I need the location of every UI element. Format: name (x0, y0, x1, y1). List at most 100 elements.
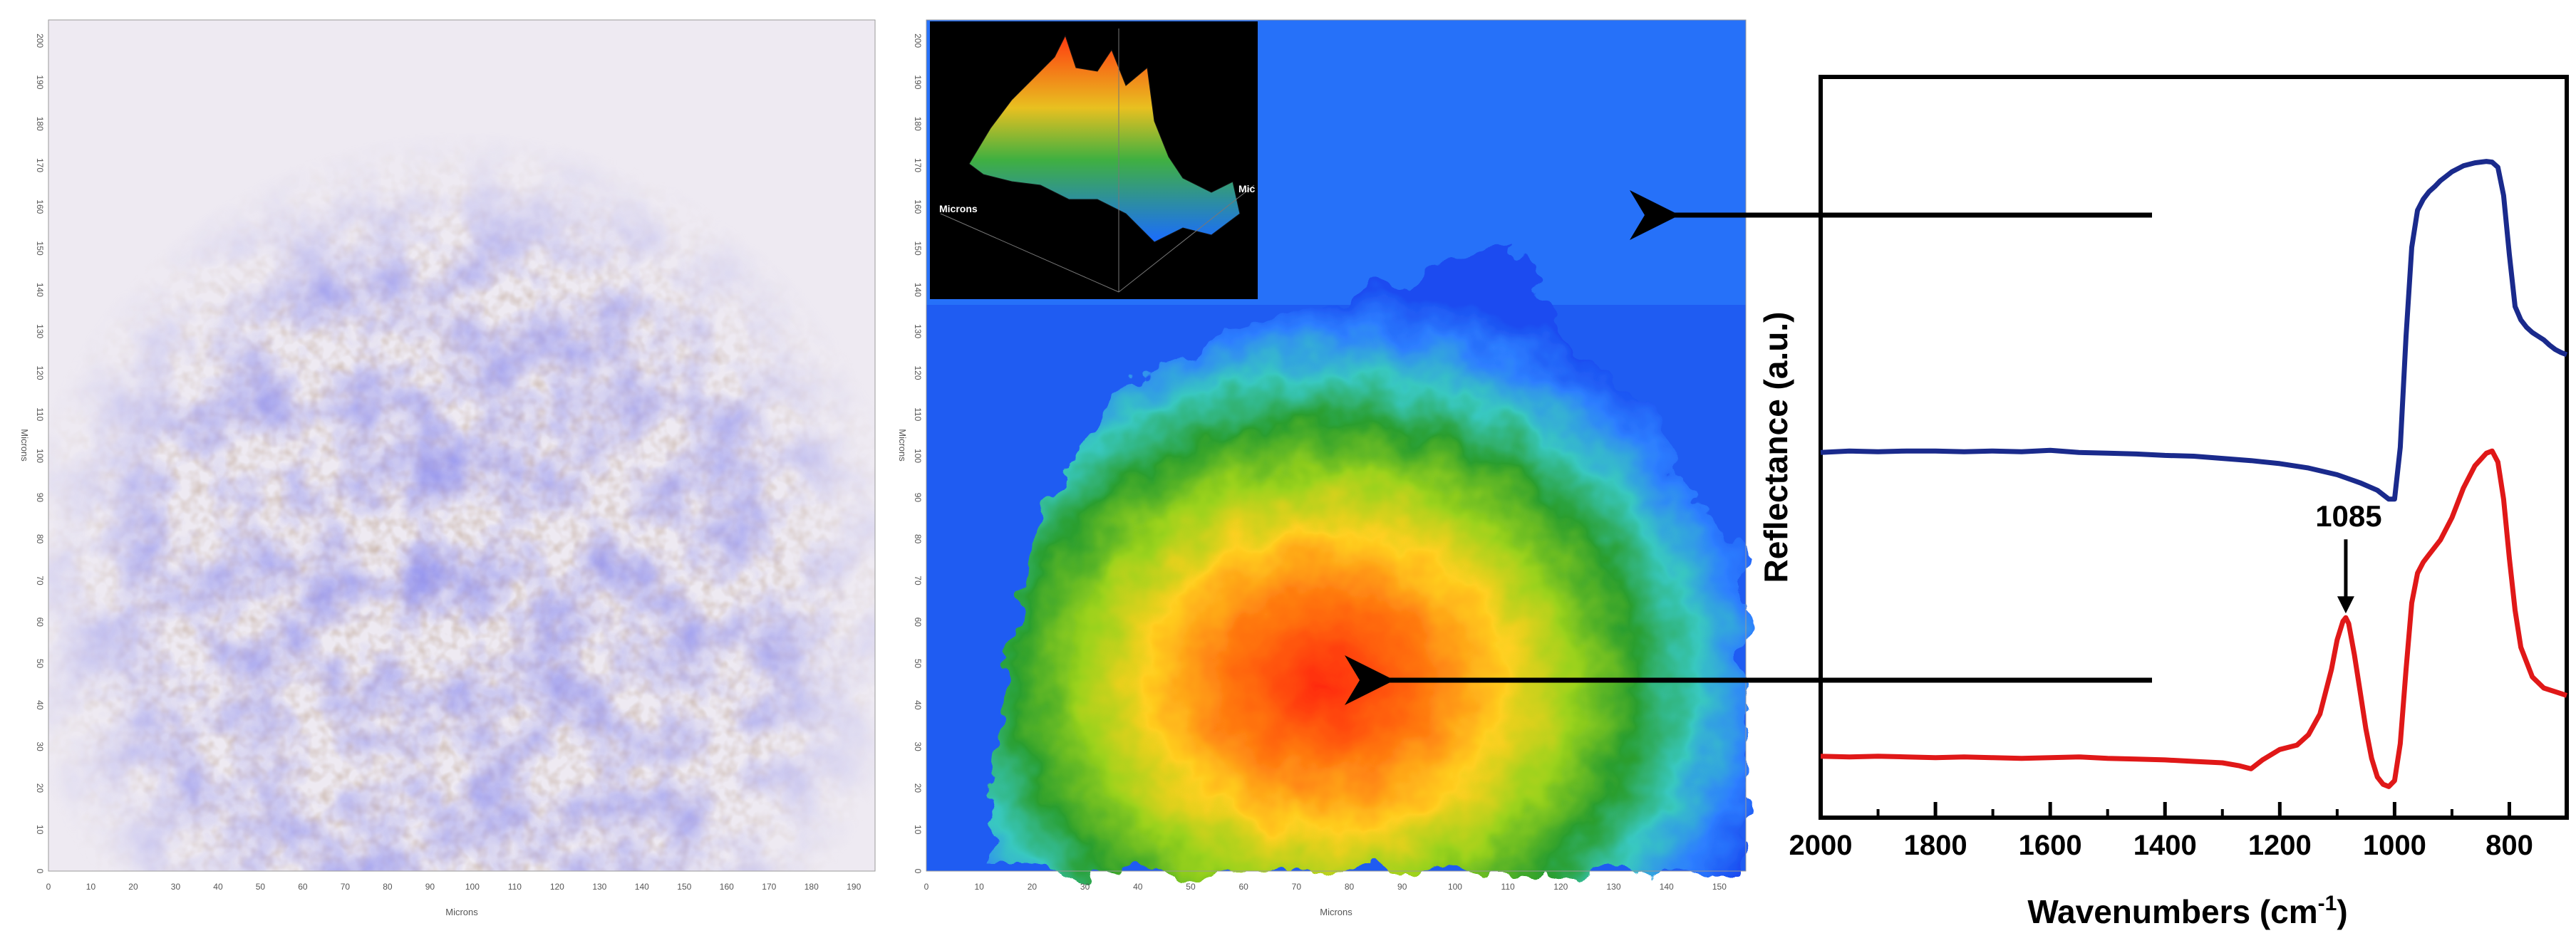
y-tick-label: 90 (913, 493, 923, 503)
x-tick-label: 0 (924, 882, 929, 892)
x-tick-label: 130 (592, 882, 606, 892)
y-tick-label: 120 (35, 365, 45, 380)
x-tick-label: 140 (635, 882, 649, 892)
x-tick-label: 90 (1397, 882, 1407, 892)
x-tick-label: 1000 (2363, 830, 2426, 861)
y-tick-label: 180 (35, 117, 45, 131)
annotation-label: 1085 (2315, 499, 2381, 533)
x-tick-label: 110 (1501, 882, 1515, 892)
y-tick-label: 100 (35, 449, 45, 463)
spectra-annotations: 1085 (2315, 499, 2382, 614)
x-tick-label: 90 (425, 882, 435, 892)
inset-3d-plot: Microns Mic (930, 21, 1258, 299)
inset-axis-label-right: Mic (1238, 183, 1256, 194)
y-tick-label: 200 (913, 33, 923, 48)
y-tick-label: 130 (35, 324, 45, 338)
y-tick-label: 190 (35, 75, 45, 89)
inset-surface (968, 34, 1241, 243)
x-tick-label: 30 (1080, 882, 1090, 892)
micrograph-x-axis-label: Microns (445, 907, 478, 917)
chemical-map-y-ticks: 0 10 20 30 40 50 60 70 80 90 100 110 120 130 140 150 160… (913, 33, 923, 874)
y-tick-label: 200 (35, 33, 45, 48)
y-tick-label: 140 (913, 283, 923, 297)
micrograph-x-ticks: 0 10 20 30 40 50 60 70 80 90 100 110 120 130 140 150 160… (46, 882, 862, 892)
y-tick-label: 190 (913, 75, 923, 89)
y-tick-label: 50 (913, 659, 923, 669)
x-tick-label: 50 (1186, 882, 1196, 892)
x-tick-label: 800 (2486, 830, 2533, 861)
x-tick-label: 130 (1607, 882, 1621, 892)
spectra-chart: 2000 1800 1600 1400 1200 1000 800 1085 Reflect… (1757, 75, 2569, 930)
y-tick-label: 110 (35, 407, 45, 421)
spectrum-series-2 (1820, 448, 2568, 789)
x-tick-label: 140 (1660, 882, 1674, 892)
x-tick-label: 110 (508, 882, 522, 892)
x-tick-label: 180 (805, 882, 819, 892)
x-tick-label: 170 (762, 882, 776, 892)
y-tick-label: 60 (35, 618, 45, 627)
y-tick-label: 10 (913, 825, 923, 835)
y-tick-label: 40 (35, 700, 45, 710)
spectra-series (1820, 159, 2568, 789)
x-tick-label: 40 (213, 882, 223, 892)
y-tick-label: 120 (913, 365, 923, 380)
y-tick-label: 20 (913, 783, 923, 793)
x-tick-label: 60 (1238, 882, 1248, 892)
x-tick-label: 1800 (1904, 830, 1967, 861)
y-tick-label: 130 (913, 324, 923, 338)
y-tick-label: 100 (913, 449, 923, 463)
x-tick-label: 0 (46, 882, 51, 892)
spectra-x-ticks: 2000 1800 1600 1400 1200 1000 800 (1789, 802, 2568, 861)
y-tick-label: 90 (35, 493, 45, 503)
y-tick-label: 150 (35, 241, 45, 256)
micrograph-texture (48, 20, 875, 871)
spectra-y-axis-label: Reflectance (a.u.) (1757, 312, 1794, 583)
chemical-map-x-ticks: 0 10 20 30 40 50 60 70 80 90 100 110 120 130 140 150 (924, 882, 1727, 892)
y-tick-label: 150 (913, 241, 923, 256)
x-tick-label: 100 (1448, 882, 1462, 892)
x-tick-label: 150 (677, 882, 691, 892)
y-tick-label: 170 (35, 158, 45, 172)
chemical-map-panel: Microns Mic 0 10 20 30 40 50 60 70 80 90 100 110 120… (897, 19, 1747, 917)
micrograph-y-ticks: 0 10 20 30 40 50 60 70 80 90 100 110 120 130 140 150 160… (35, 33, 45, 874)
chemical-map-intensity (983, 239, 1746, 871)
chemical-map-x-axis-label: Microns (1320, 907, 1352, 917)
x-tick-label: 120 (550, 882, 564, 892)
x-tick-label: 30 (171, 882, 181, 892)
y-tick-label: 40 (913, 700, 923, 710)
y-tick-label: 140 (35, 283, 45, 297)
annotation-arrowhead (2337, 596, 2354, 614)
y-tick-label: 70 (35, 575, 45, 585)
x-tick-label: 20 (1028, 882, 1038, 892)
x-tick-label: 2000 (1789, 830, 1853, 861)
chemical-map-y-axis-label: Microns (897, 429, 908, 462)
y-tick-label: 0 (913, 869, 923, 874)
x-tick-label: 10 (975, 882, 985, 892)
spectra-x-axis-label: Wavenumbers (cm-1) (2027, 892, 2347, 930)
spectra-plot-frame (1819, 75, 2569, 820)
y-tick-label: 30 (913, 741, 923, 751)
y-tick-label: 80 (35, 534, 45, 544)
y-tick-label: 60 (913, 618, 923, 627)
spectrum-series-1 (1820, 159, 2568, 502)
x-tick-label: 10 (86, 882, 96, 892)
y-tick-label: 160 (35, 199, 45, 214)
x-tick-label: 190 (847, 882, 861, 892)
x-tick-label: 50 (256, 882, 266, 892)
y-tick-label: 110 (913, 407, 923, 421)
x-tick-label: 1200 (2248, 830, 2312, 861)
x-tick-label: 1400 (2133, 830, 2197, 861)
y-tick-label: 170 (913, 158, 923, 172)
x-tick-label: 150 (1712, 882, 1727, 892)
x-tick-label: 80 (383, 882, 393, 892)
y-tick-label: 50 (35, 659, 45, 669)
x-tick-label: 160 (720, 882, 734, 892)
inset-axis-label-left: Microns (939, 203, 978, 214)
x-tick-label: 70 (341, 882, 351, 892)
x-tick-label: 120 (1553, 882, 1568, 892)
y-tick-label: 0 (35, 869, 45, 874)
x-tick-label: 80 (1345, 882, 1355, 892)
micrograph-panel: 0 10 20 30 40 50 60 70 80 90 100 110 120 130 140 150 160… (19, 19, 876, 917)
y-tick-label: 180 (913, 117, 923, 131)
